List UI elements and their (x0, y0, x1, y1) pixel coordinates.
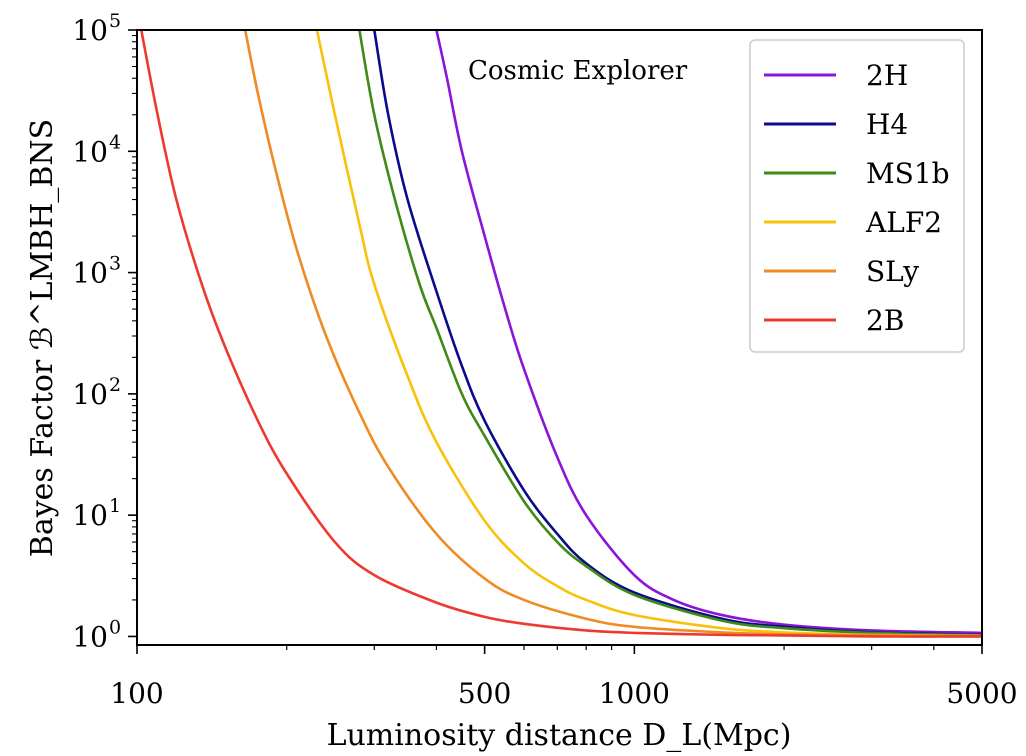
series-line-2b (140, 30, 982, 638)
legend-label: 2H (866, 59, 908, 92)
legend-label: 2B (866, 304, 904, 337)
detector-annotation: Cosmic Explorer (468, 56, 688, 86)
series-line-alf2 (315, 30, 982, 638)
x-tick-label: 100 (110, 677, 163, 710)
y-tick-label: 10 (72, 257, 108, 290)
x-tick-label: 500 (458, 677, 511, 710)
y-tick-label: 10 (72, 135, 108, 168)
y-tick-label: 10 (72, 620, 108, 653)
legend-item-h4: H4 (764, 108, 908, 141)
y-tick-exponent: 3 (109, 253, 121, 275)
x-axis: 100 500 1000 5000 (110, 645, 1018, 710)
x-tick-label: 1000 (599, 677, 670, 710)
legend-item-2b: 2B (764, 304, 904, 337)
legend-label: H4 (866, 108, 908, 141)
series-layer (140, 30, 982, 638)
legend-label: SLy (866, 255, 919, 288)
series-line-ms1b (358, 30, 982, 637)
y-axis-title: Bayes Factor ℬ^LMBH_BNS (25, 119, 60, 557)
x-axis-title: Luminosity distance D_L(Mpc) (327, 718, 792, 753)
legend-item-alf2: ALF2 (764, 206, 942, 239)
legend-item-2h: 2H (764, 59, 908, 92)
legend-item-sly: SLy (764, 255, 919, 288)
y-tick-label: 10 (72, 499, 108, 532)
legend-label: MS1b (866, 157, 950, 190)
x-tick-label: 5000 (946, 677, 1017, 710)
series-line-h4 (373, 30, 982, 637)
series-line-2h (435, 30, 982, 635)
plot-frame (136, 29, 983, 646)
y-tick-exponent: 0 (109, 616, 121, 638)
legend-item-ms1b: MS1b (764, 157, 950, 190)
y-tick-label: 10 (72, 378, 108, 411)
legend-box (749, 39, 965, 353)
y-tick-exponent: 2 (109, 374, 121, 396)
y-tick-exponent: 4 (109, 131, 121, 153)
y-tick-exponent: 1 (109, 495, 121, 517)
y-tick-exponent: 5 (109, 10, 121, 32)
legend-label: ALF2 (865, 206, 942, 239)
y-tick-label: 10 (72, 14, 108, 47)
legend: 2H H4 MS1b ALF2 SLy 2B (749, 39, 965, 353)
